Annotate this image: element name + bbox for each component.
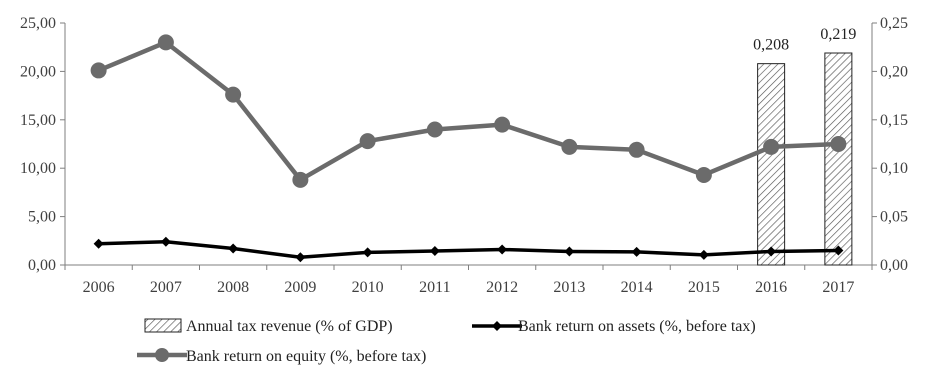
- right-axis-tick-label: 0,15: [880, 112, 908, 129]
- x-axis-tick-label: 2006: [83, 279, 115, 296]
- left-axis-tick-label: 0,00: [28, 257, 56, 274]
- left-axis-tick-label: 15,00: [20, 112, 56, 129]
- data-point: [362, 247, 373, 258]
- data-point: [763, 138, 780, 155]
- x-axis-tick-label: 2013: [553, 279, 585, 296]
- right-axis-tick-label: 0,20: [880, 63, 908, 80]
- data-point: [561, 138, 578, 155]
- legend-label: Annual tax revenue (% of GDP): [186, 318, 393, 335]
- data-point: [426, 121, 443, 138]
- right-axis-tick-label: 0,00: [880, 257, 908, 274]
- right-axis-tick-label: 0,10: [880, 160, 908, 177]
- data-point: [359, 133, 376, 150]
- x-axis-tick-label: 2012: [486, 279, 518, 296]
- data-point: [830, 136, 847, 152]
- data-point: [225, 86, 242, 103]
- legend-label: Bank return on assets (%, before tax): [518, 318, 756, 335]
- legend-swatch-marker: [155, 348, 169, 362]
- legend-item-roa: Bank return on assets (%, before tax): [472, 318, 756, 335]
- data-point: [160, 236, 171, 247]
- left-axis-tick-label: 10,00: [20, 160, 56, 177]
- x-axis-tick-label: 2016: [755, 279, 787, 296]
- data-point: [494, 116, 511, 133]
- x-axis-tick-label: 2009: [284, 279, 316, 296]
- data-point: [766, 246, 777, 257]
- legend-item-roe: Bank return on equity (%, before tax): [137, 348, 426, 365]
- left-axis-tick-label: 5,00: [28, 209, 56, 226]
- data-point: [228, 243, 239, 254]
- legend-swatch-hatched: [144, 318, 182, 333]
- data-point: [695, 166, 712, 183]
- data-point: [698, 249, 709, 260]
- bar-data-label: 0,208: [753, 37, 789, 54]
- data-point: [90, 62, 107, 79]
- data-point: [631, 246, 642, 257]
- x-axis-tick-label: 2011: [419, 279, 450, 296]
- right-axis-tick-label: 0,05: [880, 209, 908, 226]
- data-point: [157, 34, 174, 51]
- data-point: [93, 238, 104, 249]
- roa-series: [93, 236, 844, 263]
- x-axis-tick-label: 2014: [621, 279, 653, 296]
- x-axis-tick-label: 2015: [688, 279, 720, 296]
- bar: [824, 52, 853, 266]
- bar-data-label: 0,219: [820, 26, 856, 43]
- series-line: [98, 240, 839, 260]
- data-point: [564, 246, 575, 257]
- left-axis-tick-label: 25,00: [20, 15, 56, 32]
- series-line: [97, 40, 839, 183]
- x-axis-tick-label: 2017: [822, 279, 854, 296]
- legend-item-tax-revenue: Annual tax revenue (% of GDP): [144, 318, 393, 335]
- x-axis-tick-label: 2008: [217, 279, 249, 296]
- right-axis-tick-label: 0,25: [880, 15, 908, 32]
- data-point: [429, 245, 440, 256]
- legend: Annual tax revenue (% of GDP) Bank return…: [137, 318, 756, 365]
- line-series: [90, 34, 847, 263]
- left-axis-tick-label: 20,00: [20, 63, 56, 80]
- data-point: [833, 245, 844, 256]
- legend-label: Bank return on equity (%, before tax): [186, 348, 426, 365]
- axes: 0,00 5,00 10,00 15,00 20,00 25,00 0,00 0,05 0,10…: [20, 15, 908, 296]
- roe-series: [90, 34, 847, 188]
- data-point: [292, 171, 309, 188]
- bar-series: 0,208 0,219: [753, 26, 856, 266]
- x-axis-tick-label: 2007: [150, 279, 182, 296]
- data-point: [628, 141, 645, 158]
- data-point: [295, 252, 306, 263]
- x-axis-tick-label: 2010: [352, 279, 384, 296]
- bar: [757, 63, 786, 266]
- data-point: [497, 244, 508, 255]
- legend-swatch-marker: [492, 321, 502, 331]
